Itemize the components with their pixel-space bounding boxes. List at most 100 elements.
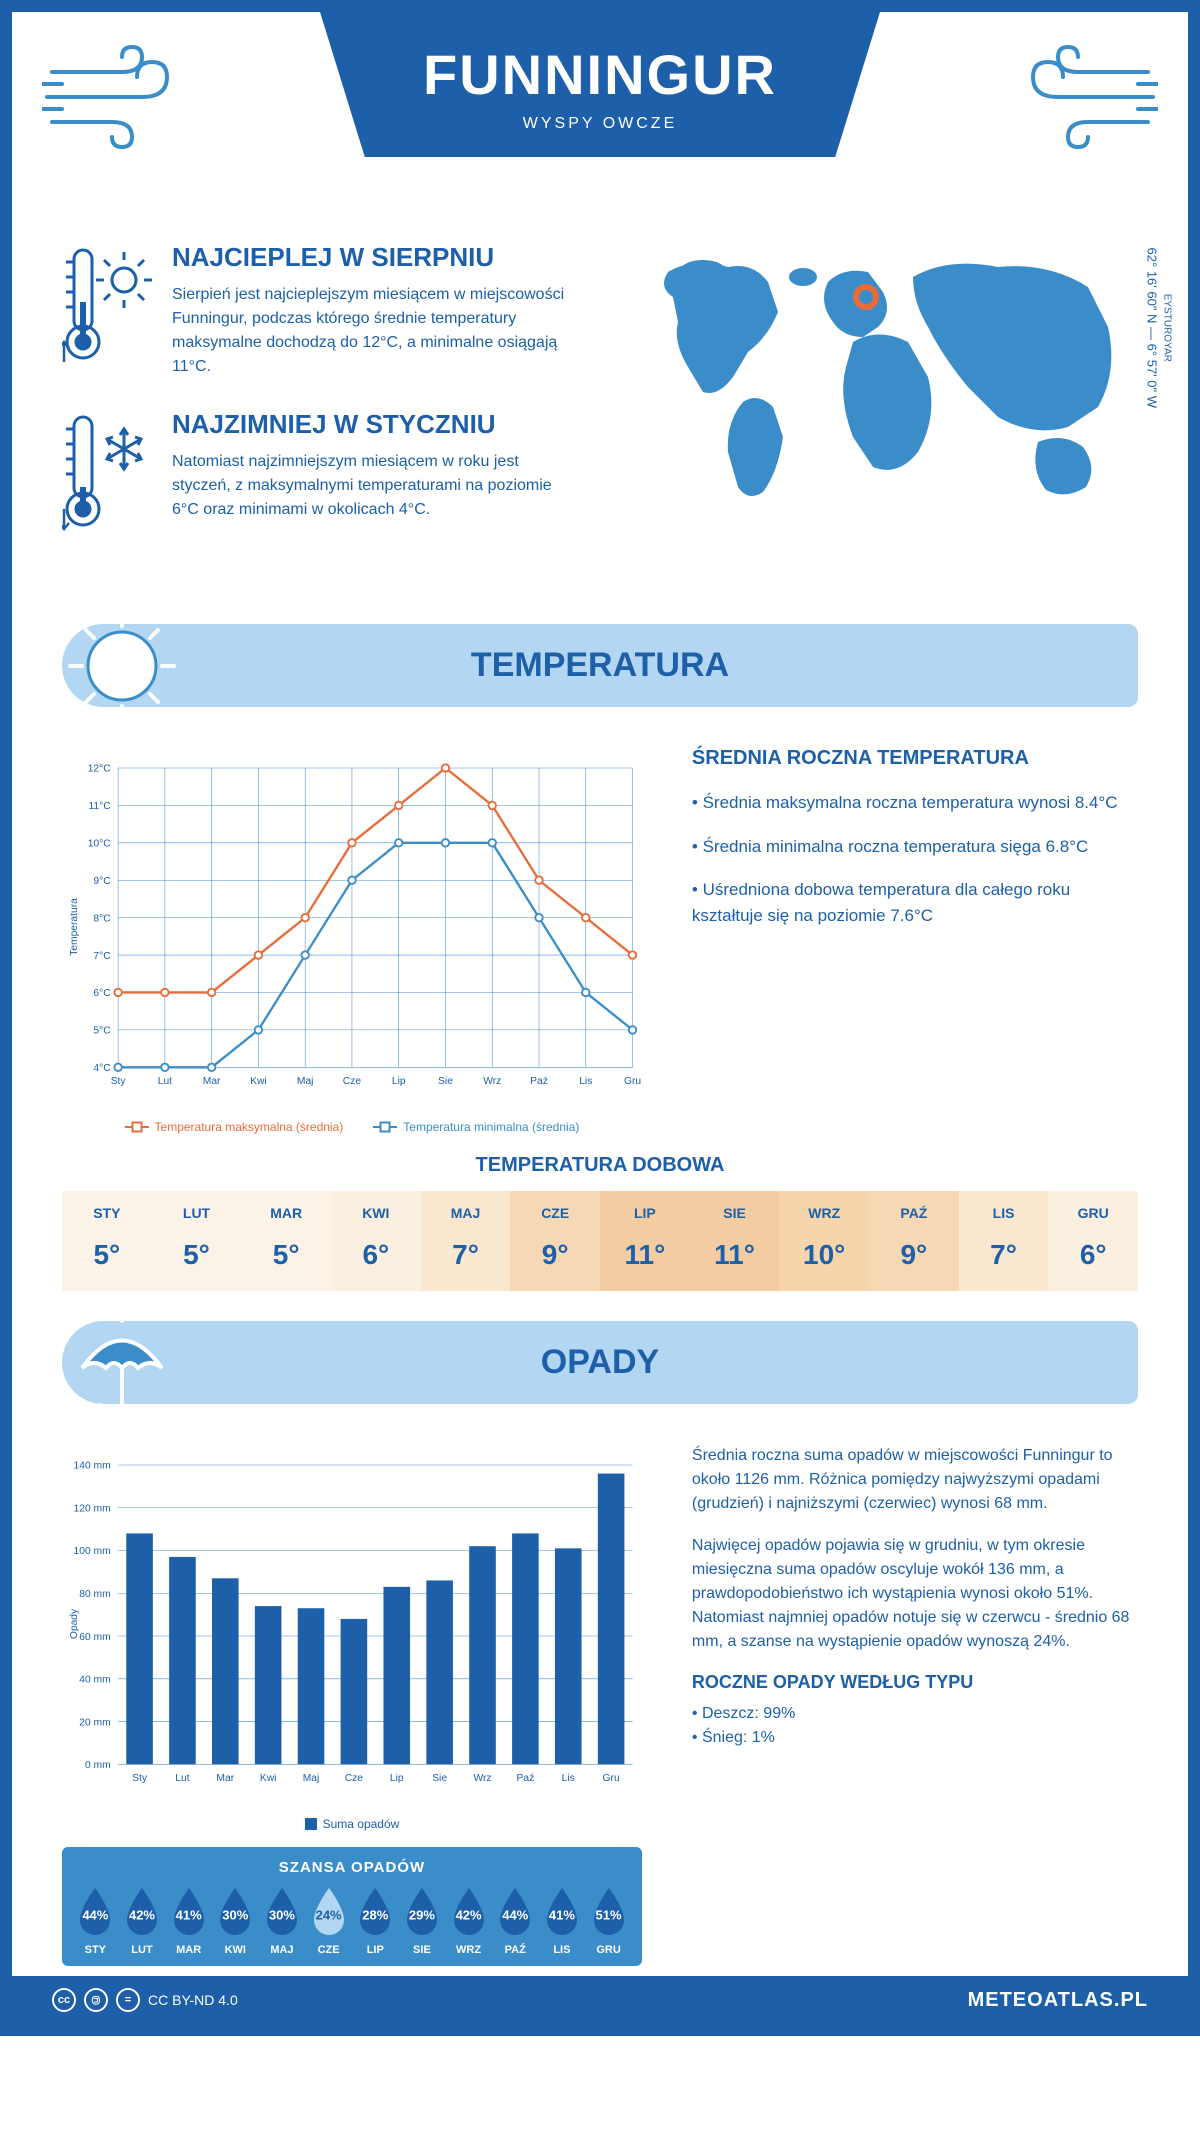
daily-value: 5° (241, 1239, 331, 1271)
daily-month: WRZ (779, 1205, 869, 1221)
precip-type-bullet: • Śnieg: 1% (692, 1729, 1138, 1747)
raindrop-icon: 44% (494, 1886, 536, 1938)
chance-month: LIP (352, 1944, 399, 1956)
chance-title: SZANSA OPADÓW (72, 1859, 632, 1876)
warmest-body: Sierpień jest najcieplejszym miesiącem w… (172, 283, 578, 379)
raindrop-icon: 28% (354, 1886, 396, 1938)
daily-value: 6° (331, 1239, 421, 1271)
svg-text:100 mm: 100 mm (74, 1546, 111, 1557)
chance-percent: 42% (456, 1907, 482, 1922)
svg-text:Gru: Gru (603, 1773, 620, 1784)
svg-text:Wrz: Wrz (483, 1076, 501, 1087)
daily-month: LIS (959, 1205, 1049, 1221)
svg-text:Sie: Sie (432, 1773, 447, 1784)
chance-month: PAŹ (492, 1944, 539, 1956)
chance-month: SIE (399, 1944, 446, 1956)
svg-text:5°C: 5°C (93, 1026, 111, 1037)
map-column: EYSTUROYAR 62° 16' 60" N — 6° 57' 0" W (618, 242, 1138, 574)
daily-temp-title: TEMPERATURA DOBOWA (12, 1154, 1188, 1177)
svg-text:9°C: 9°C (93, 876, 111, 887)
warmest-text: NAJCIEPLEJ W SIERPNIU Sierpień jest najc… (172, 242, 578, 379)
footer: cc 🄯 = CC BY-ND 4.0 METEOATLAS.PL (12, 1976, 1188, 2024)
svg-text:Kwi: Kwi (250, 1076, 267, 1087)
daily-cell: KWI6° (331, 1191, 421, 1291)
avg-temp-title: ŚREDNIA ROCZNA TEMPERATURA (692, 747, 1138, 770)
chance-cell: 41% LIS (539, 1886, 586, 1956)
chance-month: WRZ (445, 1944, 492, 1956)
daily-value: 11° (690, 1239, 780, 1271)
thermometer-snow-icon (62, 409, 152, 544)
daily-cell: LIS 7° (959, 1191, 1049, 1291)
daily-month: MAJ (421, 1205, 511, 1221)
chance-cell: 30% MAJ (259, 1886, 306, 1956)
svg-text:60 mm: 60 mm (79, 1632, 110, 1643)
svg-text:4°C: 4°C (93, 1063, 111, 1074)
daily-cell: CZE9° (510, 1191, 600, 1291)
svg-text:140 mm: 140 mm (74, 1461, 111, 1472)
precip-type-bullet: • Deszcz: 99% (692, 1705, 1138, 1723)
chance-percent: 44% (82, 1907, 108, 1922)
world-map-icon (618, 242, 1138, 522)
svg-text:80 mm: 80 mm (79, 1589, 110, 1600)
chance-cell: 42% LUT (119, 1886, 166, 1956)
chance-percent: 51% (596, 1907, 622, 1922)
infographic-page: FUNNINGUR WYSPY OWCZE (0, 0, 1200, 2036)
umbrella-icon (62, 1303, 182, 1423)
svg-text:120 mm: 120 mm (74, 1503, 111, 1514)
precipitation-legend: Suma opadów (62, 1817, 642, 1831)
raindrop-icon: 41% (168, 1886, 210, 1938)
daily-value: 6° (1048, 1239, 1138, 1271)
daily-month: LIP (600, 1205, 690, 1221)
svg-text:8°C: 8°C (93, 913, 111, 924)
svg-text:Paź: Paź (530, 1076, 548, 1087)
wind-icon (1018, 42, 1158, 152)
daily-temp-table: STY5°LUT5°MAR5°KWI6°MAJ7°CZE9°LIP11°SIE1… (62, 1191, 1138, 1291)
temp-bullet: • Średnia minimalna roczna temperatura s… (692, 834, 1138, 860)
svg-text:Wrz: Wrz (473, 1773, 491, 1784)
chance-month: CZE (305, 1944, 352, 1956)
svg-text:11°C: 11°C (88, 801, 111, 812)
wind-icon (42, 42, 182, 152)
svg-text:Lut: Lut (158, 1076, 172, 1087)
precipitation-sidebar: Średnia roczna suma opadów w miejscowośc… (692, 1444, 1138, 1966)
warmest-block: NAJCIEPLEJ W SIERPNIU Sierpień jest najc… (62, 242, 578, 379)
daily-value: 5° (62, 1239, 152, 1271)
svg-text:12°C: 12°C (88, 764, 112, 775)
daily-month: SIE (690, 1205, 780, 1221)
temp-bullet: • Średnia maksymalna roczna temperatura … (692, 790, 1138, 816)
coldest-block: NAJZIMNIEJ W STYCZNIU Natomiast najzimni… (62, 409, 578, 544)
svg-text:Sty: Sty (111, 1076, 127, 1087)
svg-text:Maj: Maj (303, 1773, 320, 1784)
raindrop-icon: 42% (448, 1886, 490, 1938)
svg-text:0 mm: 0 mm (85, 1760, 111, 1771)
precipitation-chart: 0 mm20 mm40 mm60 mm80 mm100 mm120 mm140 … (62, 1444, 642, 1966)
raindrop-icon: 51% (588, 1886, 630, 1938)
svg-text:Gru: Gru (624, 1076, 641, 1087)
coords-text: 62° 16' 60" N — 6° 57' 0" W (1144, 248, 1159, 408)
daily-month: GRU (1048, 1205, 1138, 1221)
chance-percent: 29% (409, 1907, 435, 1922)
chance-percent: 28% (362, 1907, 388, 1922)
daily-value: 7° (959, 1239, 1049, 1271)
page-subtitle: WYSPY OWCZE (410, 115, 790, 133)
daily-cell: WRZ10° (779, 1191, 869, 1291)
daily-month: CZE (510, 1205, 600, 1221)
license-text: CC BY-ND 4.0 (148, 1992, 238, 2008)
raindrop-icon: 30% (261, 1886, 303, 1938)
daily-cell: MAR 5° (241, 1191, 331, 1291)
daily-month: STY (62, 1205, 152, 1221)
chance-percent: 41% (549, 1907, 575, 1922)
chance-cell: 30% KWI (212, 1886, 259, 1956)
daily-month: MAR (241, 1205, 331, 1221)
coldest-title: NAJZIMNIEJ W STYCZNIU (172, 409, 578, 440)
precipitation-content: 0 mm20 mm40 mm60 mm80 mm100 mm120 mm140 … (12, 1424, 1188, 1976)
intro-section: NAJCIEPLEJ W SIERPNIU Sierpień jest najc… (12, 222, 1188, 604)
intro-text-column: NAJCIEPLEJ W SIERPNIU Sierpień jest najc… (62, 242, 578, 574)
legend-min: Temperatura minimalna (średnia) (403, 1120, 579, 1134)
chance-cell: 29% SIE (399, 1886, 446, 1956)
svg-text:Lis: Lis (562, 1773, 575, 1784)
daily-value: 11° (600, 1239, 690, 1271)
daily-cell: STY 5° (62, 1191, 152, 1291)
chance-cell: 51% GRU (585, 1886, 632, 1956)
svg-text:Cze: Cze (343, 1076, 362, 1087)
